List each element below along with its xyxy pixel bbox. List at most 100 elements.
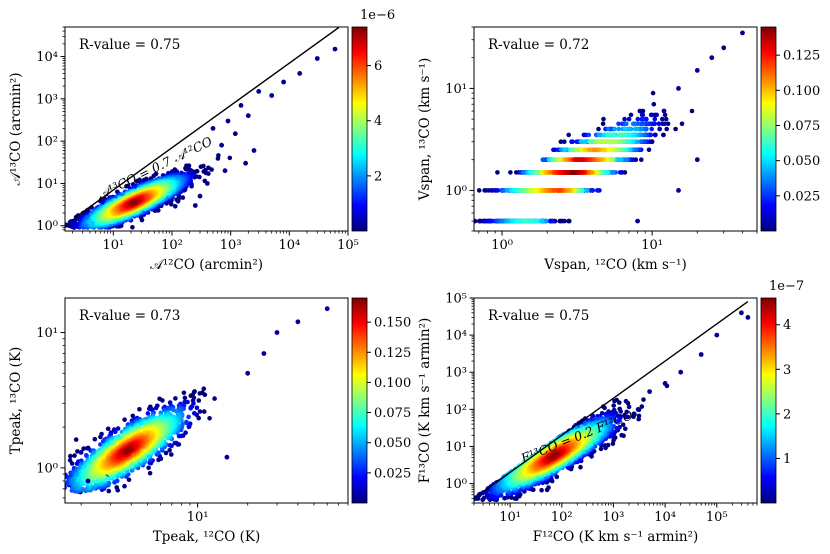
scatter-point: [566, 218, 571, 224]
scatter-point: [243, 160, 249, 166]
scatter-point: [201, 169, 206, 174]
scatter-point: [534, 218, 540, 224]
scatter-point: [551, 188, 557, 193]
r-value-annotation: R-value = 0.75: [79, 37, 180, 53]
scatter-point: [694, 157, 700, 163]
scatter-point: [664, 126, 669, 132]
scatter-point: [251, 148, 257, 153]
scatter-point: [92, 436, 98, 442]
scatter-point: [640, 108, 646, 114]
scatter-point: [604, 139, 610, 144]
scatter-point: [238, 103, 244, 108]
scatter-point: [578, 139, 584, 144]
scatter-point: [22, 252, 27, 257]
colorbar-tick-label: 0.075: [783, 119, 820, 134]
scatter-point: [113, 429, 118, 435]
scatter-point: [69, 461, 75, 466]
scatter-point: [635, 116, 641, 122]
scatter-point: [673, 126, 678, 132]
scatter-point: [576, 157, 581, 162]
scatter-point: [574, 139, 579, 144]
scatter-point: [617, 170, 623, 175]
scatter-point: [67, 457, 73, 463]
scatter-point: [89, 221, 95, 226]
scatter-point: [626, 116, 632, 122]
scatter-point: [570, 170, 576, 175]
colorbar-tick-label: 6: [374, 59, 382, 74]
scatter-point: [197, 391, 203, 396]
scatter-point: [114, 485, 119, 490]
scatter-point: [676, 188, 681, 193]
x-tick-label: 10⁰: [491, 238, 513, 253]
scatter-point: [558, 139, 564, 144]
scatter-point: [648, 112, 654, 118]
scatter-point: [679, 121, 685, 127]
scatter-point: [610, 170, 616, 175]
scatter-point: [616, 126, 622, 132]
scatter-point: [126, 477, 132, 483]
scatter-point: [65, 481, 70, 486]
scatter-point: [660, 121, 665, 127]
scatter-point: [172, 440, 178, 446]
scatter-point: [721, 45, 727, 51]
scatter-point: [227, 155, 233, 161]
scatter-point: [624, 121, 629, 127]
scatter-point: [204, 181, 210, 186]
scatter-point: [562, 147, 567, 153]
scatter-point: [639, 112, 645, 118]
scatter-point: [58, 481, 63, 486]
scatter-point: [219, 142, 225, 148]
colorbar-gradient: [760, 26, 777, 232]
scatter-points: [22, 27, 340, 257]
scatter-point: [612, 126, 617, 132]
scatter-point: [60, 487, 65, 492]
scatter-point: [591, 147, 597, 153]
scatter-point: [182, 399, 187, 405]
colorbar-tick-label: 0.125: [783, 49, 820, 64]
scatter-point: [210, 125, 216, 131]
scatter-point: [167, 443, 173, 448]
scatter-point: [462, 219, 467, 224]
scatter-point: [605, 126, 611, 132]
scatter-point: [614, 157, 619, 162]
scatter-point: [201, 386, 207, 392]
axes-frame: [64, 26, 349, 232]
scatter-point: [589, 188, 595, 193]
scatter-point: [569, 139, 574, 144]
scatter-point: [194, 405, 200, 411]
scatter-point: [192, 410, 197, 416]
scatter-point: [600, 147, 606, 153]
scatter-point: [72, 453, 77, 458]
scatter-point: [661, 108, 667, 114]
scatter-point: [314, 56, 320, 61]
scatter-point: [167, 448, 172, 453]
scatter-point: [201, 409, 207, 414]
scatter-point: [225, 118, 231, 124]
scatter-point: [57, 485, 62, 490]
scatter-point: [653, 132, 658, 138]
scatter-point: [196, 398, 202, 403]
scatter-point: [202, 392, 208, 398]
scatter-point: [662, 112, 668, 118]
scatter-point: [476, 188, 482, 193]
scatter-point: [160, 398, 165, 403]
y-axis-label: Vspan, ¹³CO (km s⁻¹): [417, 58, 433, 201]
scatter-point: [56, 482, 61, 487]
scatter-point: [188, 405, 193, 411]
scatter-point: [566, 132, 571, 138]
scatter-point: [84, 453, 89, 459]
scatter-point: [207, 416, 212, 421]
scatter-point: [81, 487, 86, 492]
scatter-point: [651, 101, 657, 107]
scatter-point: [184, 419, 189, 425]
scatter-point: [31, 486, 36, 491]
scatter-point: [598, 132, 603, 138]
scatter-point: [661, 132, 666, 138]
scatter-point: [212, 396, 217, 401]
scatter-point: [601, 132, 606, 138]
colorbar-tick-label: 2: [374, 169, 382, 184]
x-axis-label: Vspan, ¹²CO (km s⁻¹): [543, 257, 686, 273]
scatter-point: [130, 225, 135, 230]
reference-line: [74, 27, 340, 219]
